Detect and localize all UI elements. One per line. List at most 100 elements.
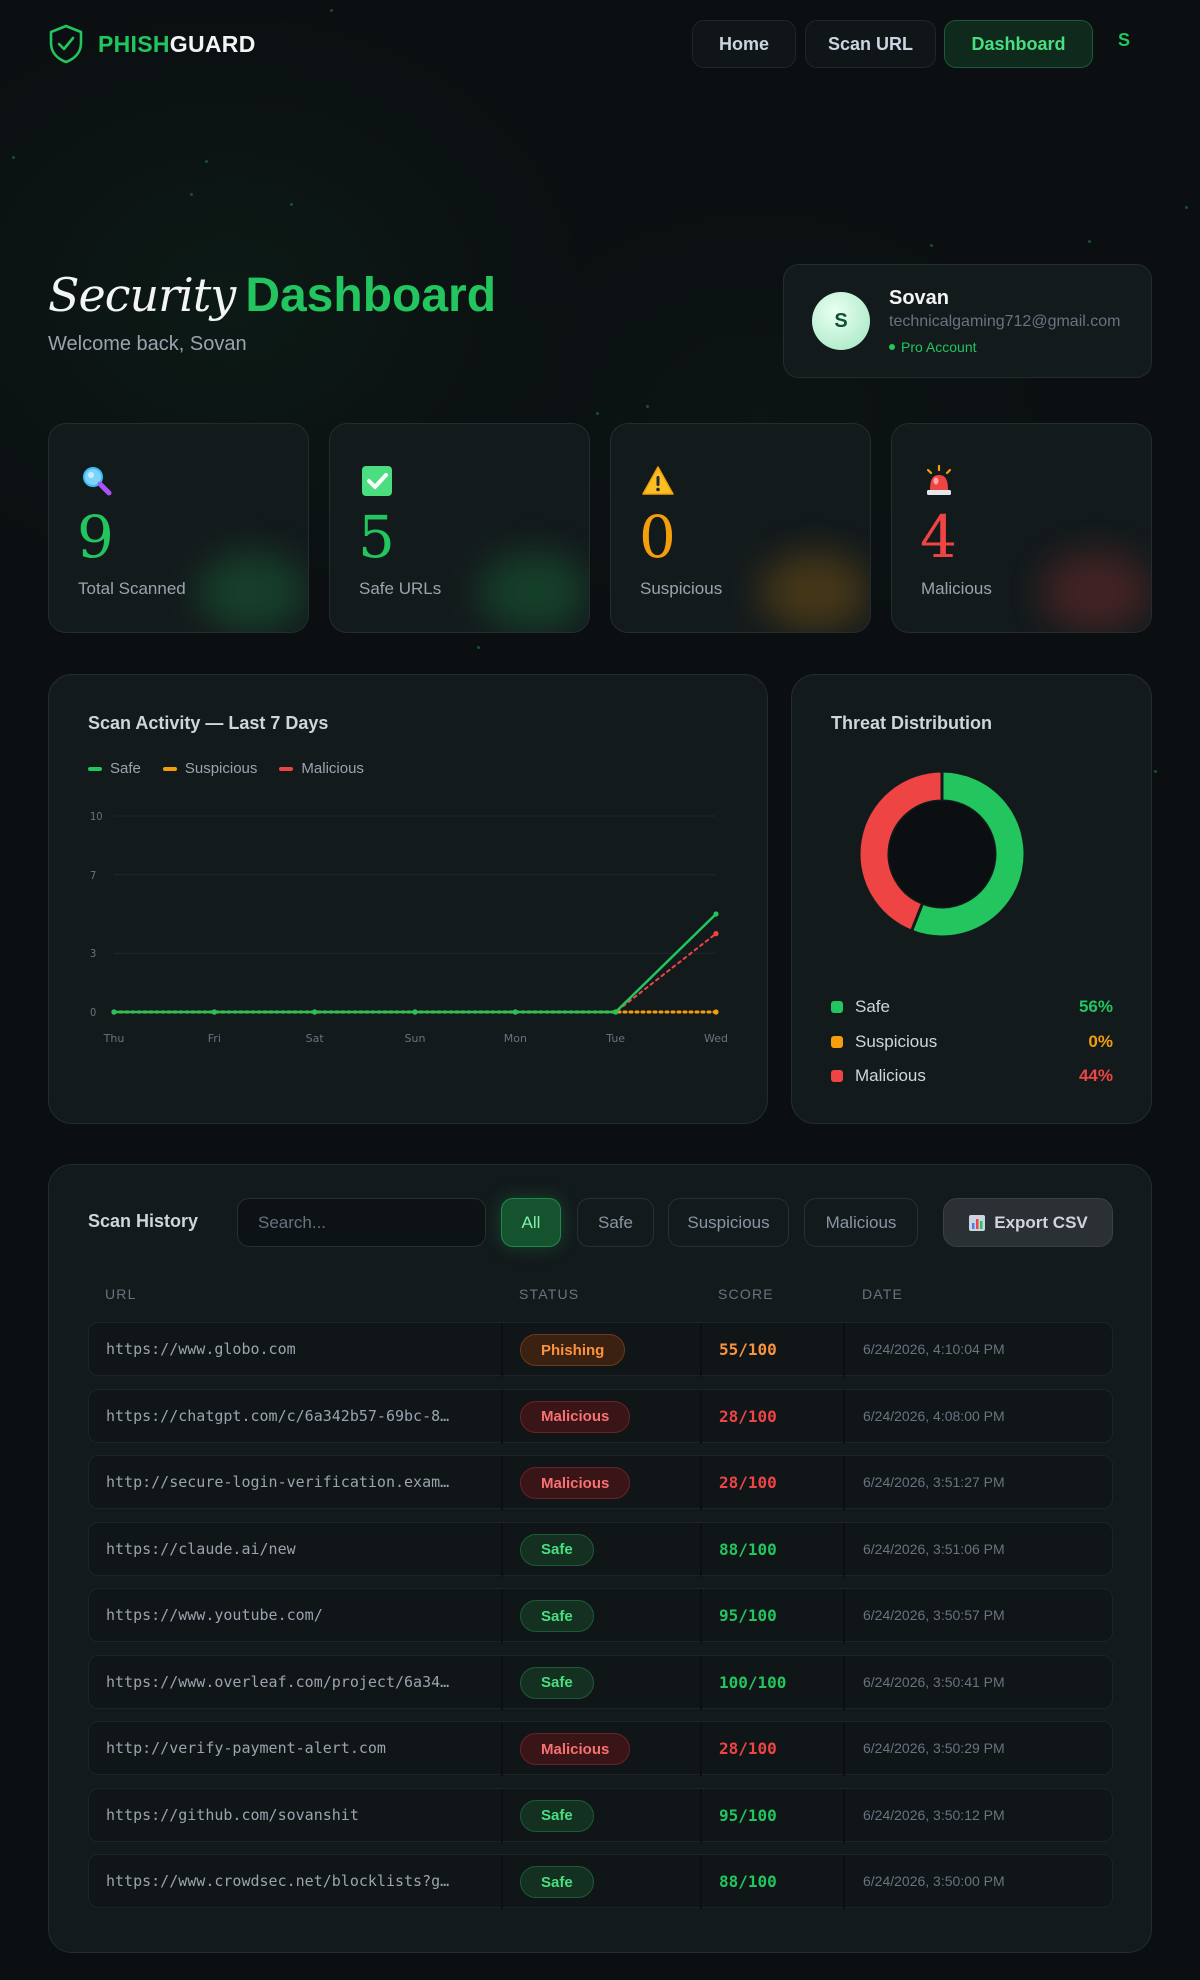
- status-badge: Malicious: [520, 1400, 631, 1433]
- row-date: 6/24/2026, 3:51:27 PM: [863, 1474, 1005, 1490]
- table-row[interactable]: https://www.globo.com Phishing 55/100 6/24/…: [88, 1322, 1113, 1377]
- column-divider: [700, 1589, 702, 1643]
- row-url[interactable]: http://verify-payment-alert.com: [106, 1739, 386, 1757]
- donut-hole: [889, 801, 995, 907]
- column-header-date[interactable]: DATE: [862, 1286, 904, 1302]
- filter-all-button[interactable]: All: [501, 1198, 561, 1247]
- row-url[interactable]: https://chatgpt.com/c/6a342b57-69bc-8…: [106, 1406, 450, 1425]
- row-url[interactable]: https://www.overleaf.com/project/6a34…: [106, 1672, 450, 1691]
- page-title-bold: Dashboard: [245, 269, 497, 322]
- legend-item-malicious[interactable]: Malicious: [279, 760, 364, 777]
- status-dot-icon: [889, 344, 895, 350]
- nav-dashboard-button[interactable]: Dashboard: [944, 20, 1093, 68]
- profile-email: technicalgaming712@gmail.com: [889, 313, 1121, 330]
- brand-logo[interactable]: PHISHGUARD: [48, 24, 256, 64]
- y-tick-label: 0: [90, 1006, 96, 1019]
- stat-label: Suspicious: [640, 579, 723, 598]
- activity-title: Scan Activity — Last 7 Days: [88, 713, 329, 733]
- column-header-url[interactable]: URL: [105, 1286, 137, 1302]
- row-url[interactable]: https://www.youtube.com/: [106, 1606, 323, 1624]
- stat-value: 9: [77, 503, 114, 571]
- status-badge: Safe: [520, 1533, 594, 1566]
- column-divider: [843, 1855, 845, 1909]
- data-point-suspicious: [713, 1009, 719, 1015]
- y-tick-label: 10: [90, 810, 103, 823]
- nav-home-button[interactable]: Home: [692, 20, 796, 68]
- column-divider: [700, 1788, 702, 1843]
- column-divider: [843, 1589, 845, 1643]
- x-tick-label: Mon: [504, 1032, 527, 1045]
- status-badge: Malicious: [520, 1733, 631, 1765]
- stat-card-safe: 5 Safe URLs: [329, 423, 590, 633]
- column-divider: [700, 1389, 702, 1444]
- row-date: 6/24/2026, 3:51:06 PM: [863, 1540, 1005, 1557]
- row-score: 95/100: [719, 1805, 777, 1825]
- data-point-safe: [713, 911, 719, 917]
- history-title: Scan History: [88, 1211, 199, 1231]
- row-url[interactable]: https://github.com/sovanshit: [106, 1805, 359, 1824]
- filter-safe-button[interactable]: Safe: [577, 1198, 654, 1247]
- card-glow: [198, 552, 308, 632]
- particle: [1185, 206, 1188, 209]
- brand-name: PHISHGUARD: [98, 30, 256, 57]
- column-divider: [843, 1323, 845, 1377]
- row-date: 6/24/2026, 3:50:00 PM: [863, 1873, 1005, 1889]
- profile-card[interactable]: S Sovan technicalgaming712@gmail.com Pro…: [783, 264, 1152, 378]
- data-point-safe: [613, 1009, 619, 1015]
- filter-suspicious-button[interactable]: Suspicious: [668, 1198, 789, 1247]
- table-row[interactable]: https://claude.ai/new Safe 88/100 6/24/2026…: [88, 1521, 1113, 1577]
- swatch: [831, 1001, 843, 1013]
- table-row[interactable]: https://www.crowdsec.net/blocklists?g… Sa…: [88, 1854, 1113, 1909]
- stat-value: 4: [920, 503, 957, 571]
- row-url[interactable]: https://www.globo.com: [106, 1340, 296, 1358]
- row-url[interactable]: https://claude.ai/new: [106, 1539, 296, 1558]
- top-nav: PHISHGUARD Home Scan URL Dashboard S: [0, 0, 1200, 88]
- table-row[interactable]: http://secure-login-verification.exam… Ma…: [88, 1455, 1113, 1510]
- series-line-malicious: [113, 932, 717, 1013]
- column-divider: [501, 1855, 503, 1909]
- filter-malicious-button[interactable]: Malicious: [804, 1198, 918, 1247]
- threat-donut-chart: [857, 769, 1027, 939]
- particle: [596, 412, 599, 415]
- table-row[interactable]: https://www.youtube.com/Safe 95/100 6/24/2…: [88, 1588, 1113, 1643]
- row-date: 6/24/2026, 4:08:00 PM: [863, 1407, 1005, 1424]
- x-tick-label: Thu: [103, 1032, 125, 1045]
- table-row[interactable]: http://verify-payment-alert.com Malicious…: [88, 1721, 1113, 1776]
- distribution-row-malicious: Malicious 44%: [831, 1066, 1113, 1086]
- export-csv-button[interactable]: Export CSV: [943, 1198, 1113, 1247]
- profile-name: Sovan: [889, 287, 950, 309]
- distribution-pct: 44%: [1078, 1066, 1113, 1085]
- table-row[interactable]: https://chatgpt.com/c/6a342b57-69bc-8… Ma…: [88, 1388, 1113, 1444]
- row-score: 55/100: [719, 1340, 777, 1359]
- row-url[interactable]: http://secure-login-verification.exam…: [106, 1473, 450, 1491]
- nav-scan-url-button[interactable]: Scan URL: [805, 20, 936, 68]
- column-header-status[interactable]: STATUS: [519, 1286, 580, 1302]
- nav-avatar[interactable]: S: [1118, 30, 1131, 50]
- legend-item-safe[interactable]: Safe: [88, 760, 141, 777]
- row-date: 6/24/2026, 3:50:41 PM: [863, 1673, 1005, 1690]
- column-divider: [501, 1389, 503, 1444]
- checkmark-icon: [362, 466, 392, 496]
- column-divider: [843, 1655, 845, 1710]
- column-divider: [700, 1855, 702, 1909]
- legend-swatch: [162, 766, 177, 771]
- table-row[interactable]: https://www.overleaf.com/project/6a34… Sa…: [88, 1654, 1113, 1710]
- column-header-score[interactable]: SCORE: [718, 1286, 774, 1302]
- row-score: 95/100: [719, 1606, 777, 1625]
- column-divider: [700, 1655, 702, 1710]
- column-divider: [700, 1522, 702, 1577]
- search-input[interactable]: [237, 1198, 486, 1247]
- particle: [930, 244, 933, 247]
- legend-item-suspicious[interactable]: Suspicious: [162, 760, 257, 777]
- row-score: 100/100: [719, 1672, 787, 1692]
- row-url[interactable]: https://www.crowdsec.net/blocklists?g…: [106, 1872, 450, 1890]
- row-date: 6/24/2026, 3:50:29 PM: [863, 1740, 1005, 1756]
- y-tick-label: 3: [90, 947, 96, 960]
- column-divider: [700, 1722, 702, 1776]
- status-badge: Malicious: [520, 1467, 631, 1499]
- status-badge: Phishing: [520, 1334, 626, 1366]
- row-score: 88/100: [719, 1539, 777, 1559]
- avatar: S: [812, 292, 870, 350]
- column-divider: [843, 1722, 845, 1776]
- table-row[interactable]: https://github.com/sovanshit Safe 95/100 6/…: [88, 1787, 1113, 1843]
